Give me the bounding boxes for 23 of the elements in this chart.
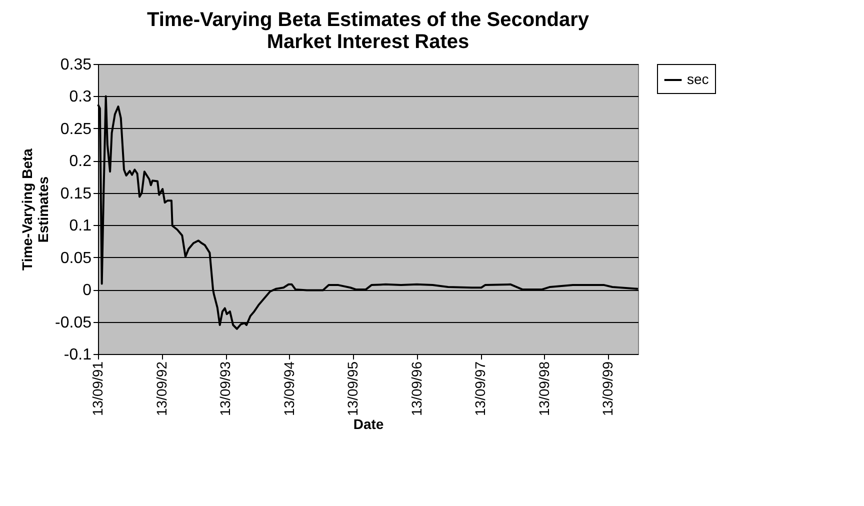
x-tick-label: 13/09/99: [599, 361, 616, 416]
y-tick-label: 0.2: [69, 153, 92, 170]
x-tick-label: 13/09/92: [153, 361, 170, 416]
x-axis-title: Date: [353, 416, 384, 432]
y-tick-label: 0.05: [60, 250, 92, 267]
y-tick-label: 0.3: [69, 88, 92, 106]
legend-label: sec: [687, 71, 709, 87]
x-tick-label: 13/09/98: [536, 361, 552, 416]
x-tick-label: 13/09/97: [472, 361, 488, 416]
x-tick-label: 13/09/91: [90, 361, 106, 416]
x-tick-label: 13/09/96: [408, 361, 424, 416]
y-tick-label: 0.15: [60, 185, 92, 202]
y-tick-label: 0: [82, 282, 92, 300]
y-axis-title: Time-Varying Beta Estimates: [19, 148, 52, 270]
chart-title: Time-Varying Beta Estimates of the Secondary Market Interest Rates: [146, 9, 590, 53]
y-tick-label: -0.1: [64, 346, 92, 364]
y-tick-label: 0.35: [60, 56, 92, 74]
x-tick-label: 13/09/94: [280, 361, 297, 416]
x-tick-label: 13/09/95: [344, 361, 360, 416]
x-tick-label: 13/09/93: [217, 361, 234, 416]
y-tick-label: -0.05: [55, 314, 92, 332]
y-tick-label: 0.1: [69, 218, 92, 235]
y-tick-label: 0.25: [60, 120, 92, 138]
